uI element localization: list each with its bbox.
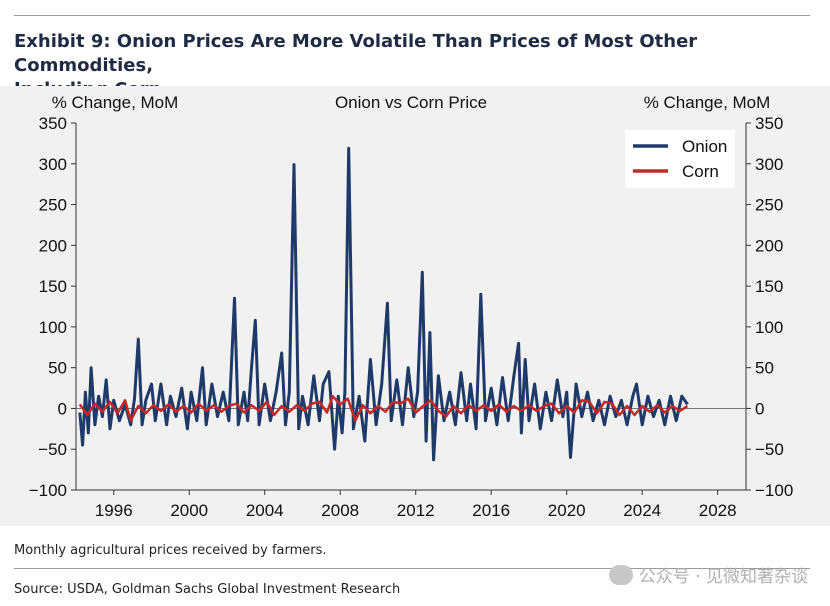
series-line-corn: [78, 394, 689, 422]
y-tick-label-right: 250: [755, 196, 783, 215]
series-group: [78, 146, 689, 462]
y-tick-label-right: 300: [755, 155, 783, 174]
y-tick-label-right: 100: [755, 318, 783, 337]
y-tick-label-right: 150: [755, 277, 783, 296]
x-tick-label: 2016: [472, 501, 510, 520]
x-tick-label: 2008: [321, 501, 359, 520]
legend-label-onion: Onion: [682, 137, 727, 156]
y-tick-label-right: −50: [755, 440, 784, 459]
footnote: Monthly agricultural prices received by …: [14, 543, 327, 558]
y-tick-label-left: 50: [48, 359, 67, 378]
x-tick-label: 2024: [623, 501, 661, 520]
y-tick-label-left: 250: [39, 196, 67, 215]
left-axis-label: % Change, MoM: [52, 93, 179, 112]
y-tick-label-left: 0: [58, 399, 67, 418]
series-line-onion: [78, 146, 689, 462]
x-tick-label: 2004: [246, 501, 284, 520]
y-tick-label-left: −100: [29, 481, 67, 500]
x-tick-label: 2012: [397, 501, 435, 520]
top-rule: [14, 15, 810, 16]
y-tick-label-left: 100: [39, 318, 67, 337]
wechat-icon: [608, 564, 633, 585]
y-tick-label-left: 300: [39, 155, 67, 174]
y-tick-label-right: 350: [755, 114, 783, 133]
y-tick-label-right: 0: [755, 399, 764, 418]
y-tick-label-right: 50: [755, 359, 774, 378]
legend: Onion Corn: [625, 130, 735, 188]
exhibit-title-line-1: Exhibit 9: Onion Prices Are More Volatil…: [14, 31, 698, 76]
x-tick-label: 2020: [548, 501, 586, 520]
y-tick-label-right: 200: [755, 236, 783, 255]
legend-box: [625, 130, 735, 188]
axes-group: −100 −100 −50 −50 0 0 50 50 100 100 150 150 200 200 25…: [29, 114, 794, 520]
x-tick-label: 2028: [699, 501, 737, 520]
x-tick-label: 1996: [95, 501, 133, 520]
y-tick-label-left: 150: [39, 277, 67, 296]
y-tick-label-left: −50: [38, 440, 67, 459]
right-axis-label: % Change, MoM: [644, 93, 771, 112]
source-line: Source: USDA, Goldman Sachs Global Inves…: [14, 582, 401, 597]
legend-label-corn: Corn: [682, 162, 719, 181]
y-tick-label-right: −100: [755, 481, 793, 500]
onion-vs-corn-chart: % Change, MoM Onion vs Corn Price % Chan…: [29, 93, 794, 520]
watermark: 公众号 · 见微知著杂谈: [608, 562, 808, 587]
y-tick-label-left: 200: [39, 236, 67, 255]
watermark-text: 公众号 · 见微知著杂谈: [638, 567, 808, 587]
x-tick-label: 2000: [170, 501, 208, 520]
chart-title: Onion vs Corn Price: [335, 93, 487, 112]
chart-area: % Change, MoM Onion vs Corn Price % Chan…: [0, 86, 830, 526]
y-tick-label-left: 350: [39, 114, 67, 133]
middle-rule: [14, 568, 810, 569]
